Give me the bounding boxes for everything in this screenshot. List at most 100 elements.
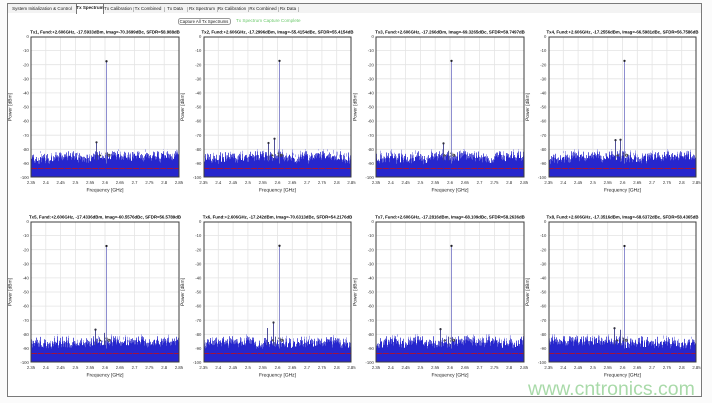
- svg-text:-90: -90: [23, 346, 30, 351]
- svg-text:-20: -20: [23, 247, 30, 252]
- svg-text:-60: -60: [195, 119, 202, 124]
- svg-text:-10: -10: [368, 233, 375, 238]
- svg-text:2.8: 2.8: [679, 365, 685, 370]
- svg-text:2.8: 2.8: [506, 365, 512, 370]
- svg-text:2.8: 2.8: [161, 365, 167, 370]
- svg-text:2.5: 2.5: [590, 365, 596, 370]
- svg-text:2.85: 2.85: [347, 365, 356, 370]
- svg-text:0: 0: [371, 34, 374, 39]
- svg-text:-70: -70: [195, 133, 202, 138]
- svg-text:0: 0: [544, 219, 547, 224]
- svg-text:2.4: 2.4: [215, 365, 221, 370]
- svg-text:-100: -100: [20, 175, 29, 180]
- svg-text:-50: -50: [368, 105, 375, 110]
- svg-text:2.65: 2.65: [288, 365, 297, 370]
- svg-text:2.6: 2.6: [620, 180, 626, 185]
- svg-text:-30: -30: [368, 76, 375, 81]
- svg-text:2.45: 2.45: [229, 180, 238, 185]
- svg-text:-20: -20: [23, 62, 30, 67]
- svg-text:2.85: 2.85: [520, 365, 529, 370]
- svg-text:-90: -90: [540, 346, 547, 351]
- svg-text:2.35: 2.35: [199, 180, 208, 185]
- svg-text:-60: -60: [368, 304, 375, 309]
- svg-text:-90: -90: [368, 161, 375, 166]
- svg-text:-10: -10: [23, 233, 30, 238]
- svg-text:2.8: 2.8: [506, 180, 512, 185]
- svg-text:2.75: 2.75: [318, 180, 327, 185]
- svg-text:-100: -100: [365, 360, 374, 365]
- svg-text:-10: -10: [23, 48, 30, 53]
- svg-text:-60: -60: [540, 304, 547, 309]
- svg-text:-50: -50: [23, 290, 30, 295]
- svg-text:-20: -20: [368, 62, 375, 67]
- svg-text:2.6: 2.6: [102, 365, 108, 370]
- svg-text:-10: -10: [368, 48, 375, 53]
- svg-text:2.4: 2.4: [560, 365, 566, 370]
- svg-text:-60: -60: [23, 304, 30, 309]
- svg-text:2.8: 2.8: [334, 180, 340, 185]
- svg-text:2.4: 2.4: [388, 180, 394, 185]
- svg-text:Power [dBm]: Power [dBm]: [180, 92, 186, 121]
- svg-text:2.65: 2.65: [461, 180, 470, 185]
- svg-text:-40: -40: [540, 91, 547, 96]
- svg-text:Tx4, Fund:+2.606GHz, -17.2556d: Tx4, Fund:+2.606GHz, -17.2556dBm, Imag=-…: [547, 29, 699, 34]
- svg-text:-10: -10: [195, 48, 202, 53]
- svg-text:Tx5, Fund:+2.606GHz, -17.4336d: Tx5, Fund:+2.606GHz, -17.4336dBm, Imag=-…: [29, 214, 181, 219]
- svg-text:Frequency [GHz]: Frequency [GHz]: [432, 188, 470, 194]
- svg-text:2.45: 2.45: [402, 180, 411, 185]
- svg-text:2.7: 2.7: [304, 180, 310, 185]
- svg-text:2.65: 2.65: [461, 365, 470, 370]
- svg-text:-20: -20: [195, 62, 202, 67]
- svg-text:-30: -30: [195, 261, 202, 266]
- svg-text:-50: -50: [23, 105, 30, 110]
- svg-text:2.85: 2.85: [692, 365, 701, 370]
- svg-text:2.5: 2.5: [417, 365, 423, 370]
- svg-text:2.55: 2.55: [431, 180, 440, 185]
- svg-text:2.75: 2.75: [145, 180, 154, 185]
- svg-text:Tx7, Fund:+2.606GHz, -17.2816d: Tx7, Fund:+2.606GHz, -17.2816dBm, Imag=-…: [375, 214, 525, 219]
- svg-text:2.45: 2.45: [574, 180, 583, 185]
- svg-text:-70: -70: [23, 133, 30, 138]
- svg-text:2.35: 2.35: [372, 180, 381, 185]
- svg-text:2.5: 2.5: [72, 365, 78, 370]
- svg-text:2.55: 2.55: [604, 180, 613, 185]
- svg-text:2.45: 2.45: [402, 365, 411, 370]
- svg-text:-80: -80: [540, 332, 547, 337]
- svg-text:-20: -20: [195, 247, 202, 252]
- svg-text:-60: -60: [195, 304, 202, 309]
- svg-text:-70: -70: [368, 133, 375, 138]
- svg-text:2.4: 2.4: [388, 365, 394, 370]
- svg-text:2.6: 2.6: [447, 180, 453, 185]
- svg-text:2.45: 2.45: [229, 365, 238, 370]
- svg-text:2.35: 2.35: [199, 365, 208, 370]
- svg-text:-50: -50: [368, 290, 375, 295]
- svg-text:2.55: 2.55: [259, 365, 268, 370]
- svg-text:2.8: 2.8: [679, 180, 685, 185]
- svg-text:-40: -40: [23, 276, 30, 281]
- svg-text:-30: -30: [368, 261, 375, 266]
- svg-text:2.65: 2.65: [116, 365, 125, 370]
- svg-text:2.75: 2.75: [490, 365, 499, 370]
- svg-text:2.55: 2.55: [259, 180, 268, 185]
- svg-text:-30: -30: [540, 261, 547, 266]
- svg-text:Power [dBm]: Power [dBm]: [8, 277, 14, 306]
- svg-text:-50: -50: [195, 105, 202, 110]
- svg-text:2.45: 2.45: [57, 365, 66, 370]
- svg-text:2.55: 2.55: [431, 365, 440, 370]
- svg-text:-100: -100: [193, 175, 202, 180]
- svg-text:2.65: 2.65: [633, 365, 642, 370]
- svg-text:-30: -30: [23, 261, 30, 266]
- svg-text:-50: -50: [540, 290, 547, 295]
- svg-text:-60: -60: [368, 119, 375, 124]
- svg-text:-70: -70: [23, 318, 30, 323]
- svg-text:Frequency [GHz]: Frequency [GHz]: [432, 373, 470, 379]
- svg-text:2.35: 2.35: [27, 180, 36, 185]
- svg-text:2.65: 2.65: [116, 180, 125, 185]
- svg-text:Power [dBm]: Power [dBm]: [525, 92, 531, 121]
- svg-text:2.75: 2.75: [318, 365, 327, 370]
- svg-text:-30: -30: [540, 76, 547, 81]
- svg-text:-20: -20: [540, 62, 547, 67]
- svg-text:-40: -40: [195, 276, 202, 281]
- svg-text:Tx6, Fund:+2.606GHz, -17.242dB: Tx6, Fund:+2.606GHz, -17.242dBm, Imag=-7…: [203, 214, 353, 219]
- svg-text:-80: -80: [368, 332, 375, 337]
